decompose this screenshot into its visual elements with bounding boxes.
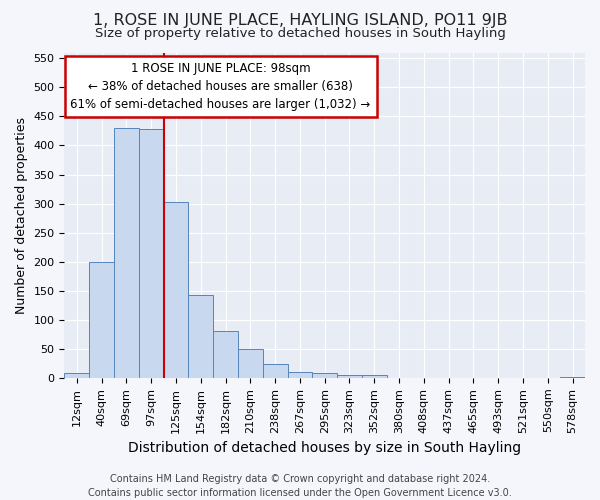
Bar — [337, 375, 362, 378]
Bar — [139, 129, 164, 378]
Text: Size of property relative to detached houses in South Hayling: Size of property relative to detached ho… — [95, 28, 505, 40]
Bar — [560, 377, 585, 378]
Bar — [188, 295, 213, 378]
Bar — [164, 202, 188, 378]
Bar — [213, 332, 238, 378]
Text: 1 ROSE IN JUNE PLACE: 98sqm
← 38% of detached houses are smaller (638)
61% of se: 1 ROSE IN JUNE PLACE: 98sqm ← 38% of det… — [70, 62, 371, 112]
Bar — [238, 349, 263, 378]
Bar — [114, 128, 139, 378]
Text: Contains HM Land Registry data © Crown copyright and database right 2024.
Contai: Contains HM Land Registry data © Crown c… — [88, 474, 512, 498]
Bar — [313, 374, 337, 378]
X-axis label: Distribution of detached houses by size in South Hayling: Distribution of detached houses by size … — [128, 441, 521, 455]
Bar — [263, 364, 287, 378]
Text: 1, ROSE IN JUNE PLACE, HAYLING ISLAND, PO11 9JB: 1, ROSE IN JUNE PLACE, HAYLING ISLAND, P… — [93, 12, 507, 28]
Bar — [64, 374, 89, 378]
Bar — [287, 372, 313, 378]
Bar — [362, 375, 386, 378]
Bar — [89, 262, 114, 378]
Y-axis label: Number of detached properties: Number of detached properties — [15, 116, 28, 314]
